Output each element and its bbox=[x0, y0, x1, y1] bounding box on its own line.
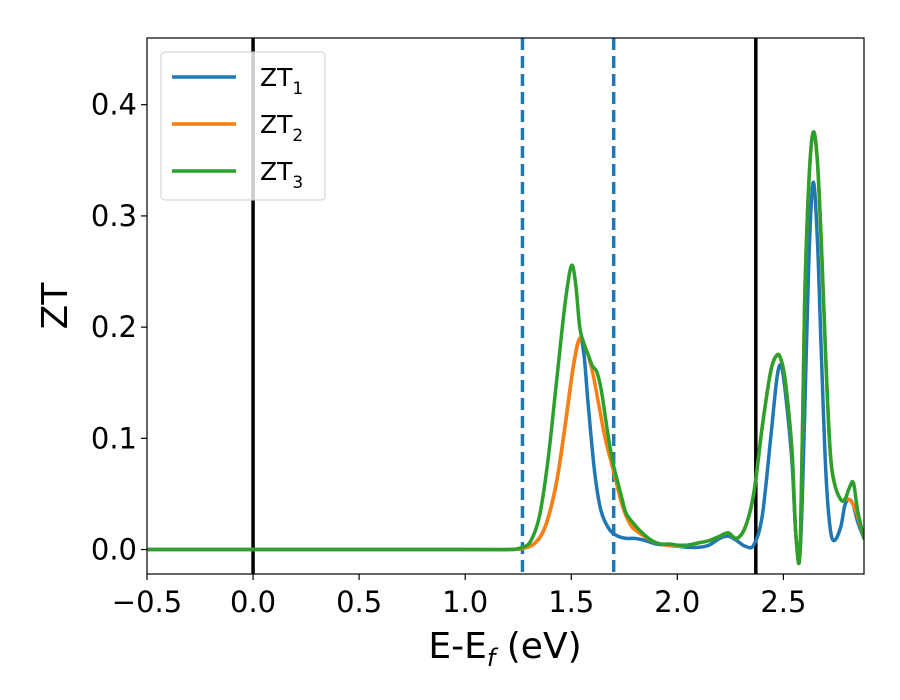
x-tick-label: 2.0 bbox=[654, 585, 700, 619]
y-tick-label: 0.0 bbox=[91, 533, 137, 567]
y-axis-ticks: 0.0 0.1 0.2 0.3 0.4 bbox=[91, 88, 147, 567]
x-tick-label: 2.5 bbox=[760, 585, 806, 619]
legend-label-zt3: ZT3 bbox=[260, 157, 303, 193]
y-tick-label: 0.1 bbox=[91, 421, 137, 455]
x-tick-label: 1.0 bbox=[442, 585, 488, 619]
legend-label-zt1: ZT1 bbox=[260, 63, 303, 99]
legend-label-subscript: 2 bbox=[292, 126, 303, 146]
plot-frame bbox=[146, 37, 865, 575]
x-axis-title: E-Ef (eV) bbox=[428, 626, 581, 672]
series-lines bbox=[147, 130, 864, 566]
legend-label-main: ZT bbox=[260, 110, 293, 139]
legend-box bbox=[160, 51, 326, 201]
legend-label-zt2: ZT2 bbox=[260, 110, 303, 146]
legend-label-subscript: 1 bbox=[292, 79, 303, 99]
x-tick-label: 0.5 bbox=[336, 585, 382, 619]
y-tick-label: 0.4 bbox=[91, 88, 137, 122]
legend-label-main: ZT bbox=[260, 157, 293, 186]
x-axis-ticks: −0.5 0.0 0.5 1.0 1.5 2.0 2.5 bbox=[112, 574, 806, 619]
x-tick-label: 0.0 bbox=[230, 585, 276, 619]
x-axis-title-main: E-E bbox=[428, 626, 486, 667]
y-axis-title: ZT bbox=[35, 282, 76, 330]
x-tick-label: −0.5 bbox=[112, 585, 182, 619]
y-tick-label: 0.2 bbox=[91, 310, 137, 344]
legend-label-subscript: 3 bbox=[292, 173, 303, 193]
x-tick-label: 1.5 bbox=[548, 585, 594, 619]
series-line-zt3 bbox=[147, 130, 864, 566]
y-tick-label: 0.3 bbox=[91, 199, 137, 233]
x-axis-title-unit: (eV) bbox=[495, 626, 581, 667]
legend-label-main: ZT bbox=[260, 63, 293, 92]
